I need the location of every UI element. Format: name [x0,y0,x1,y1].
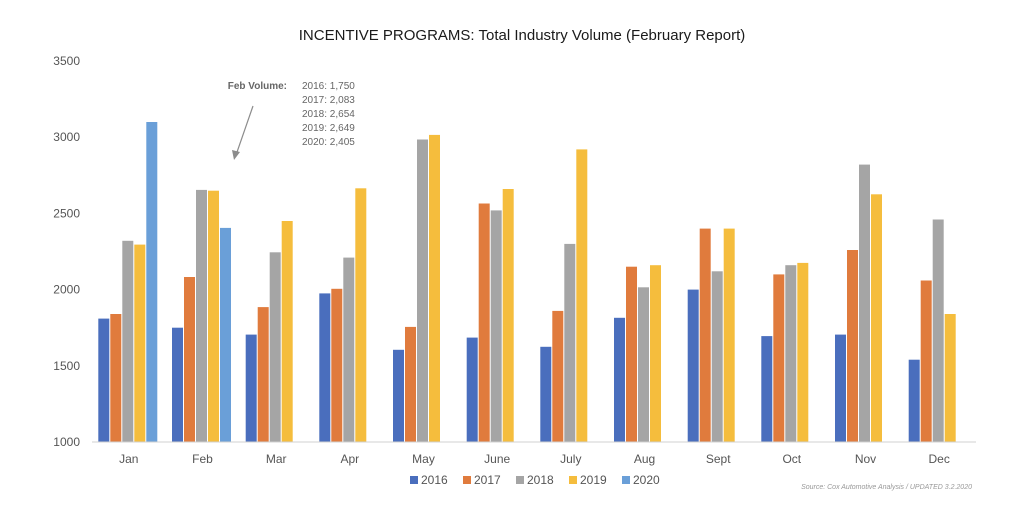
bar-2017-june [478,203,490,442]
legend-label-2017: 2017 [474,473,501,487]
bar-2018-aug [638,287,649,442]
bar-2018-mar [269,252,281,442]
x-category-label: Feb [192,452,213,466]
bar-2016-aug [614,317,625,442]
legend-label-2019: 2019 [580,473,607,487]
bar-2018-dec [932,219,944,442]
y-tick-label: 2500 [53,206,80,220]
bar-2017-sept [699,228,711,442]
bar-2017-apr [331,288,343,442]
bar-2016-june [466,337,478,442]
bar-2016-sept [687,289,699,442]
bar-2018-nov [859,164,870,442]
bar-2017-feb [184,277,195,442]
bar-2019-mar [281,221,293,442]
bar-2016-feb [172,327,183,442]
annotation-lines: 2016: 1,750 2017: 2,083 2018: 2,654 2019: 2… [302,81,355,148]
bar-2018-june [490,210,502,442]
annotation-line: 2016: 1,750 [302,81,355,92]
bar-2018-july [564,243,576,442]
bar-2018-oct [785,265,797,442]
bar-2016-apr [319,293,331,442]
bar-2018-sept [711,271,723,442]
bar-2017-july [552,310,564,442]
bar-2018-feb [196,189,207,442]
legend-swatch-2017 [463,476,471,484]
bar-2017-jan [110,314,122,442]
bar-2017-dec [920,280,932,442]
bar-2020-feb [220,227,231,442]
bar-2017-oct [773,274,785,442]
x-category-label: June [484,452,510,466]
bar-2016-jan [98,318,110,442]
y-tick-label: 2000 [53,283,80,297]
bar-2019-may [429,134,440,442]
bar-2017-may [405,326,416,442]
x-category-label: Dec [929,452,950,466]
annotation-line: 2020: 2,405 [302,137,355,148]
annotation-line: 2019: 2,649 [302,123,355,134]
x-category-label: May [412,452,435,466]
bar-2018-jan [122,240,134,442]
y-tick-label: 3000 [53,130,80,144]
y-tick-label: 3500 [53,54,80,68]
legend-label-2020: 2020 [633,473,660,487]
bar-2019-aug [650,265,661,442]
legend-swatch-2016 [410,476,418,484]
bar-2019-sept [723,228,735,442]
bar-2016-mar [245,334,257,442]
legend-label-2018: 2018 [527,473,554,487]
x-axis: Jan Feb Mar Apr May June July Aug Sept Oct Nov Dec [119,452,950,466]
bar-2018-may [417,139,428,442]
bar-2019-dec [944,314,956,442]
legend-swatch-2018 [516,476,524,484]
chart-title: INCENTIVE PROGRAMS: Total Industry Volum… [299,27,746,44]
bar-2017-mar [257,307,269,442]
bar-2019-feb [208,190,219,442]
bars [98,122,956,443]
x-category-label: Apr [340,452,359,466]
bar-2019-apr [355,188,367,442]
legend-swatch-2019 [569,476,577,484]
x-category-label: July [560,452,581,466]
bar-2019-july [576,149,588,442]
y-axis: 1000 1500 2000 2500 3000 3500 [53,54,80,449]
bar-2018-apr [343,257,355,442]
y-tick-label: 1000 [53,435,80,449]
annotation-line: 2017: 2,083 [302,95,355,106]
y-tick-label: 1500 [53,359,80,373]
feb-volume-annotation: Feb Volume: 2016: 1,750 2017: 2,083 2018: … [228,81,355,160]
bar-2016-may [393,349,404,442]
x-category-label: Mar [266,452,287,466]
bar-2017-aug [626,266,637,442]
x-category-label: Nov [855,452,876,466]
bar-2020-jan [146,122,158,442]
x-category-label: Oct [782,452,801,466]
legend: 2016 2017 2018 2019 2020 [410,473,660,487]
bar-2016-dec [908,359,920,442]
x-category-label: Aug [634,452,655,466]
annotation-arrow [235,105,254,156]
x-category-label: Sept [706,452,731,466]
bar-2016-july [540,346,552,443]
bar-2016-nov [835,334,846,442]
legend-label-2016: 2016 [421,473,448,487]
x-category-label: Jan [119,452,138,466]
bar-2019-nov [871,194,882,442]
bar-2019-june [502,189,514,442]
bar-2019-jan [134,244,146,442]
legend-swatch-2020 [622,476,630,484]
bar-2017-nov [847,250,858,442]
annotation-line: 2018: 2,654 [302,109,355,120]
annotation-arrowhead [232,150,240,160]
annotation-label: Feb Volume: [228,81,287,92]
bar-2019-oct [797,262,809,442]
bar-2016-oct [761,336,773,442]
source-note: Source: Cox Automotive Analysis / UPDATE… [801,484,972,491]
